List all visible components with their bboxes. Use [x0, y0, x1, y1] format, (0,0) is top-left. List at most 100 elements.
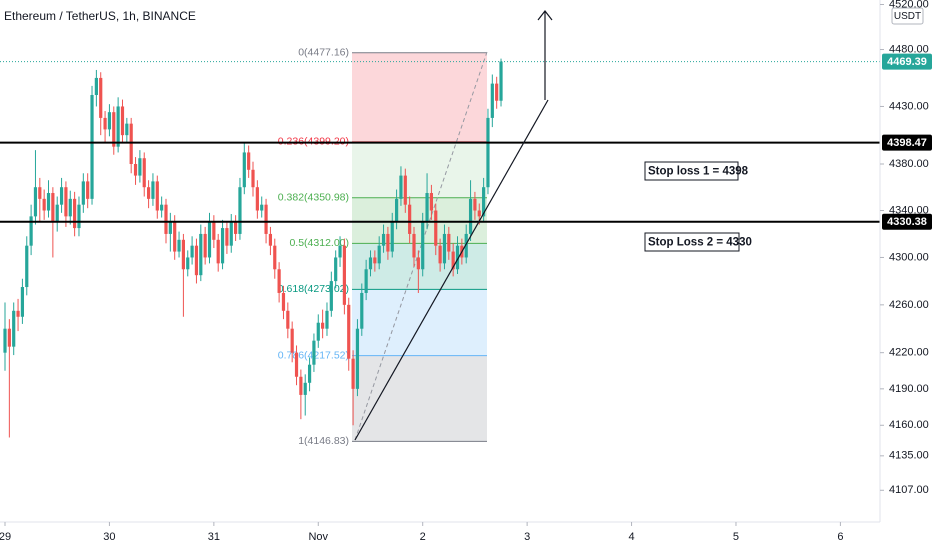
candle-body: [73, 198, 77, 229]
candles: [3, 58, 503, 438]
candle-body: [238, 187, 242, 234]
candle-body: [33, 187, 38, 217]
candle-body: [229, 222, 233, 246]
candle-body: [42, 198, 46, 211]
candle-body: [394, 198, 399, 223]
candle-body: [360, 292, 364, 329]
y-tick-label: 4190.00: [889, 383, 929, 395]
trend-line: [354, 99, 549, 441]
x-tick-label: 6: [837, 531, 843, 543]
x-tick-label: 31: [208, 531, 220, 543]
candle-body: [316, 322, 320, 341]
candle-body: [425, 193, 429, 223]
x-tick-label: 4: [628, 531, 634, 543]
fib-zone: [352, 197, 487, 244]
candle-body: [412, 233, 416, 258]
candle-body: [347, 304, 351, 359]
candle-body: [220, 228, 225, 264]
candle-body: [64, 187, 68, 217]
candle-body: [116, 106, 120, 147]
candle-body: [486, 117, 490, 188]
fib-label: 0.618(4273.02): [278, 283, 349, 295]
candle-body: [168, 222, 172, 234]
candle-body: [364, 269, 368, 293]
candle-body: [416, 257, 420, 270]
annotation-box: [644, 232, 740, 252]
candle-body: [225, 228, 229, 246]
candle-body: [55, 204, 59, 223]
candle-body: [125, 123, 129, 136]
candle-body: [51, 193, 55, 223]
last-price-tag: [882, 53, 932, 70]
level-tag: [882, 134, 932, 151]
candle-body: [90, 95, 94, 199]
candle-body: [351, 358, 355, 389]
y-tick-label: 4480.00: [889, 43, 929, 55]
candle-body: [207, 222, 212, 258]
y-tick-label: 4380.00: [889, 158, 929, 170]
chart-title: Ethereum / TetherUS, 1h, BINANCE: [4, 9, 196, 23]
fib-label: 0(4477.16): [298, 47, 349, 59]
candle-body: [7, 328, 11, 347]
candle-body: [307, 364, 312, 383]
x-tick-label: 2: [420, 531, 426, 543]
candle-body: [155, 181, 159, 211]
x-tick-label: 30: [103, 531, 115, 543]
candle-body: [468, 198, 473, 234]
y-tick-label: 4300.00: [889, 251, 929, 263]
candle-body: [408, 204, 412, 234]
candle-body: [120, 106, 125, 136]
candle-body: [421, 222, 425, 270]
candle-body: [268, 233, 273, 246]
annotation: Stop loss 1 = 4398: [648, 166, 749, 178]
y-tick-label: 4220.00: [889, 347, 929, 359]
candle-body: [133, 164, 138, 176]
arrow-head: [537, 10, 553, 21]
y-tick-label: 4135.00: [889, 450, 929, 462]
x-tick-label: 29: [0, 531, 11, 543]
candle-body: [12, 310, 16, 347]
candle-body: [199, 233, 203, 276]
candle-body: [334, 257, 338, 282]
candle-body: [194, 245, 199, 276]
fib-zone: [352, 289, 487, 356]
candle-body: [142, 158, 146, 188]
candle-body: [299, 376, 303, 395]
candle-body: [455, 245, 460, 270]
candle-body: [386, 233, 390, 252]
level-label: 4398.47: [887, 137, 927, 149]
candle-body: [151, 181, 155, 199]
candle-body: [473, 198, 477, 211]
candle-body: [190, 245, 194, 258]
candle-body: [203, 233, 207, 258]
fib-label: 0.236(4399.20): [278, 136, 349, 148]
candle-body: [181, 239, 185, 270]
candle-body: [164, 204, 168, 234]
candle-body: [160, 204, 164, 211]
candle-body: [482, 187, 486, 217]
candle-body: [329, 281, 333, 311]
candle-body: [390, 222, 394, 252]
candle-body: [138, 158, 142, 176]
fib-zone: [352, 141, 487, 198]
candle-body: [107, 112, 112, 130]
fib-zone: [352, 355, 487, 442]
candle-body: [277, 269, 281, 293]
candle-body: [251, 169, 255, 188]
candle-body: [442, 233, 447, 264]
x-tick-label: Nov: [308, 531, 328, 543]
fib-label: 0.5(4312.00): [289, 237, 349, 249]
fib-label: 0.382(4350.98): [278, 191, 349, 203]
candle-body: [77, 204, 81, 229]
candle-body: [495, 83, 499, 101]
candle-body: [112, 112, 116, 147]
candle-body: [234, 222, 238, 234]
x-tick-label: 3: [524, 531, 530, 543]
y-tick-label: 4260.00: [889, 299, 929, 311]
candle-body: [294, 352, 299, 377]
candle-body: [499, 61, 503, 101]
candle-body: [286, 310, 290, 329]
y-tick-label: 4430.00: [889, 100, 929, 112]
candle-body: [429, 193, 434, 211]
candle-body: [146, 187, 151, 199]
